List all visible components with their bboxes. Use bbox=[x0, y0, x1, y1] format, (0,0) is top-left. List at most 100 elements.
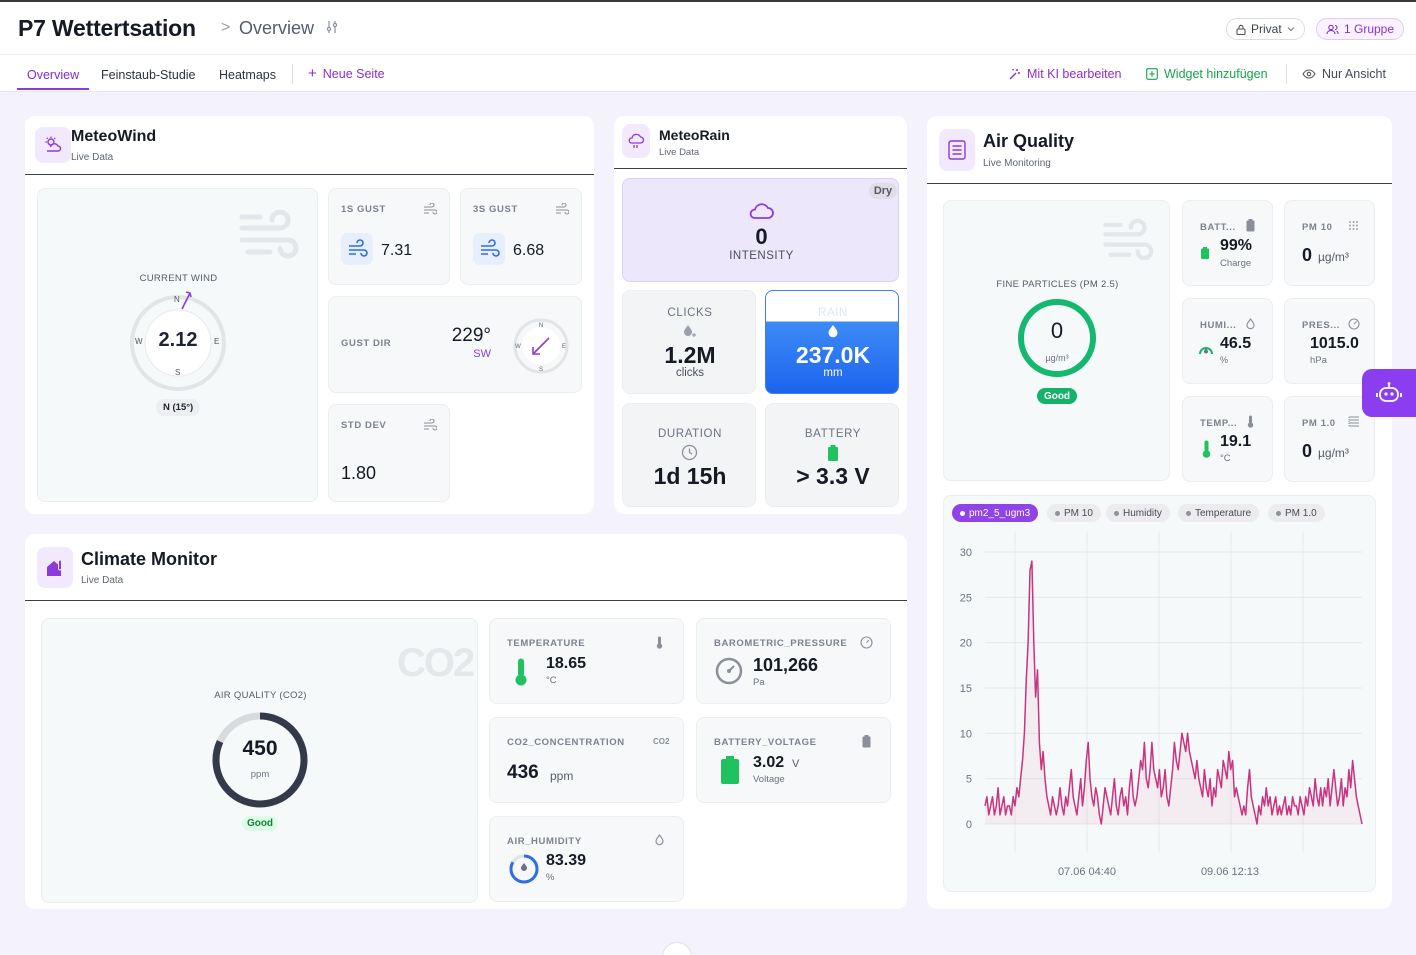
y-tick-label: 10 bbox=[960, 728, 972, 740]
widget-subtitle: Live Data bbox=[81, 575, 124, 586]
chip-dot bbox=[1114, 510, 1119, 516]
series-chip-pm1[interactable]: PM 1.0 bbox=[1268, 504, 1325, 522]
co2-icon: CO2 bbox=[653, 737, 670, 746]
rain-cloud-icon bbox=[622, 124, 650, 158]
robot-icon bbox=[1376, 382, 1402, 402]
humidity-tile: HUMI... 46.5 % bbox=[1182, 298, 1273, 384]
wind-icon bbox=[473, 233, 505, 265]
battery-voltage-unit: V bbox=[792, 758, 800, 770]
pm1-label: PM 1.0 bbox=[1302, 418, 1336, 429]
duration-tile: DURATION 1d 15h bbox=[622, 403, 756, 507]
chip-dot bbox=[1055, 510, 1060, 516]
temperature-label: TEMPERATURE bbox=[507, 638, 586, 649]
air-humidity-label: AIR_HUMIDITY bbox=[507, 836, 582, 847]
view-only-button[interactable]: Nur Ansicht bbox=[1302, 67, 1386, 81]
pressure-dial-icon bbox=[715, 657, 743, 685]
humidity-unit: % bbox=[1220, 355, 1229, 365]
widget-subtitle: Live Monitoring bbox=[983, 158, 1051, 169]
chip-label: PM 1.0 bbox=[1285, 507, 1317, 519]
gust-1s-value: 7.31 bbox=[381, 242, 413, 259]
pm10-tile: PM 10 0 µg/m³ bbox=[1284, 200, 1375, 286]
rain-value: 237.0K bbox=[795, 342, 871, 368]
battery-icon bbox=[862, 735, 871, 748]
thermometer-icon bbox=[1247, 415, 1254, 428]
gust-1s-label: 1S GUST bbox=[341, 204, 386, 215]
gauge-icon bbox=[860, 636, 873, 649]
chip-dot bbox=[1276, 510, 1281, 516]
series-chip-pm25[interactable]: pm2_5_ugm3 bbox=[952, 504, 1039, 522]
svg-text:W: W bbox=[515, 344, 521, 350]
new-page-button[interactable]: + Neue Seite bbox=[308, 66, 385, 81]
gust-dir-tile: GUST DIR 229° SW N S E W bbox=[328, 296, 582, 393]
battery-tile: BATTERY > 3.3 V bbox=[765, 403, 899, 507]
divider bbox=[25, 174, 594, 175]
fine-particles-tile: FINE PARTICLES (PM 2.5) 0 µg/m³ Good bbox=[943, 200, 1170, 481]
pm25-line-chart[interactable]: 0 5 10 15 20 25 30 07.06 04:40 09.06 12:13 bbox=[943, 532, 1376, 892]
compass-w: W bbox=[135, 337, 143, 346]
temperature-value: 18.65 bbox=[546, 655, 587, 672]
battery-voltage-tile: BATTERY_VOLTAGE 3.02 V Voltage bbox=[696, 717, 891, 803]
gust-dir-label: GUST DIR bbox=[341, 338, 392, 349]
add-widget-button[interactable]: Widget hinzufügen bbox=[1146, 67, 1268, 81]
series-chip-humidity[interactable]: Humidity bbox=[1106, 504, 1170, 522]
view-only-label: Nur Ansicht bbox=[1322, 67, 1386, 81]
scroll-up-handle[interactable] bbox=[662, 942, 692, 955]
settings-icon[interactable] bbox=[325, 20, 339, 34]
divider bbox=[292, 64, 293, 84]
wind-icon bbox=[424, 203, 437, 215]
pressure-unit: hPa bbox=[1310, 355, 1327, 366]
pm25-gauge bbox=[1018, 299, 1096, 377]
series-chip-temperature[interactable]: Temperature bbox=[1178, 504, 1260, 522]
wind-icon bbox=[341, 233, 373, 265]
magic-wand-icon bbox=[1009, 68, 1020, 79]
top-bar bbox=[0, 2, 1416, 55]
divider bbox=[927, 183, 1392, 184]
co2-concentration-unit: ppm bbox=[550, 769, 574, 783]
group-label: 1 Gruppe bbox=[1344, 22, 1395, 36]
assistant-button[interactable] bbox=[1362, 369, 1416, 417]
pm1-tile: PM 1.0 0 µg/m³ bbox=[1284, 396, 1375, 482]
y-tick-label: 5 bbox=[966, 774, 972, 786]
intensity-label: INTENSITY bbox=[729, 250, 794, 262]
chip-label: Humidity bbox=[1123, 507, 1162, 519]
thermometer-icon bbox=[515, 658, 527, 686]
intensity-value: 0 bbox=[755, 224, 768, 249]
pressure-value: 1015.0 bbox=[1310, 335, 1359, 352]
clicks-label: CLICKS bbox=[667, 307, 713, 319]
climate-monitor-widget: Climate Monitor Live Data CO2 AIR QUALIT… bbox=[25, 534, 907, 909]
privacy-dropdown[interactable]: Privat bbox=[1226, 18, 1305, 40]
clock-icon bbox=[681, 444, 698, 461]
y-tick-label: 15 bbox=[960, 683, 972, 695]
air-humidity-unit: % bbox=[546, 872, 555, 883]
air-quality-co2-tile: CO2 AIR QUALITY (CO2) 450 ppm Good bbox=[41, 618, 478, 903]
ai-edit-button[interactable]: Mit KI bearbeiten bbox=[1008, 67, 1122, 81]
temperature-tile: TEMPERATURE 18.65 °C bbox=[489, 618, 684, 704]
drop-plus-icon bbox=[684, 325, 696, 337]
pressure-label: PRES... bbox=[1302, 320, 1340, 331]
series-chip-pm10[interactable]: PM 10 bbox=[1047, 504, 1101, 522]
pm1-value: 0 bbox=[1302, 441, 1313, 461]
droplet-icon bbox=[655, 834, 664, 846]
co2-gauge-arc bbox=[212, 712, 308, 808]
svg-text:S: S bbox=[539, 367, 543, 373]
clicks-tile: CLICKS 1.2M clicks bbox=[622, 290, 756, 394]
std-dev-value: 1.80 bbox=[341, 463, 377, 483]
gust-direction-compass-icon: N S E W bbox=[513, 318, 569, 374]
breadcrumb[interactable]: Overview bbox=[239, 18, 315, 38]
rain-unit: mm bbox=[823, 367, 843, 379]
y-tick-label: 25 bbox=[960, 592, 972, 604]
tab-feinstaub-studie[interactable]: Feinstaub-Studie bbox=[101, 68, 196, 82]
temperature-unit: °C bbox=[546, 675, 557, 686]
group-button[interactable]: 1 Gruppe bbox=[1316, 18, 1405, 40]
tab-overview[interactable]: Overview bbox=[27, 68, 80, 82]
humidity-label: HUMI... bbox=[1200, 320, 1237, 331]
meteowind-widget: MeteoWind Live Data CURRENT WIND N S E W… bbox=[25, 116, 594, 514]
chip-label: Temperature bbox=[1195, 507, 1252, 519]
widget-title: Climate Monitor bbox=[81, 549, 218, 569]
y-tick-label: 20 bbox=[960, 638, 972, 650]
tab-heatmaps[interactable]: Heatmaps bbox=[219, 68, 276, 82]
pm1-unit: µg/m³ bbox=[1318, 446, 1349, 460]
meteorain-widget: MeteoRain Live Data Dry 0 INTENSITY CLIC… bbox=[614, 116, 907, 514]
particles-icon bbox=[1349, 221, 1358, 230]
duration-value: 1d 15h bbox=[653, 463, 727, 489]
